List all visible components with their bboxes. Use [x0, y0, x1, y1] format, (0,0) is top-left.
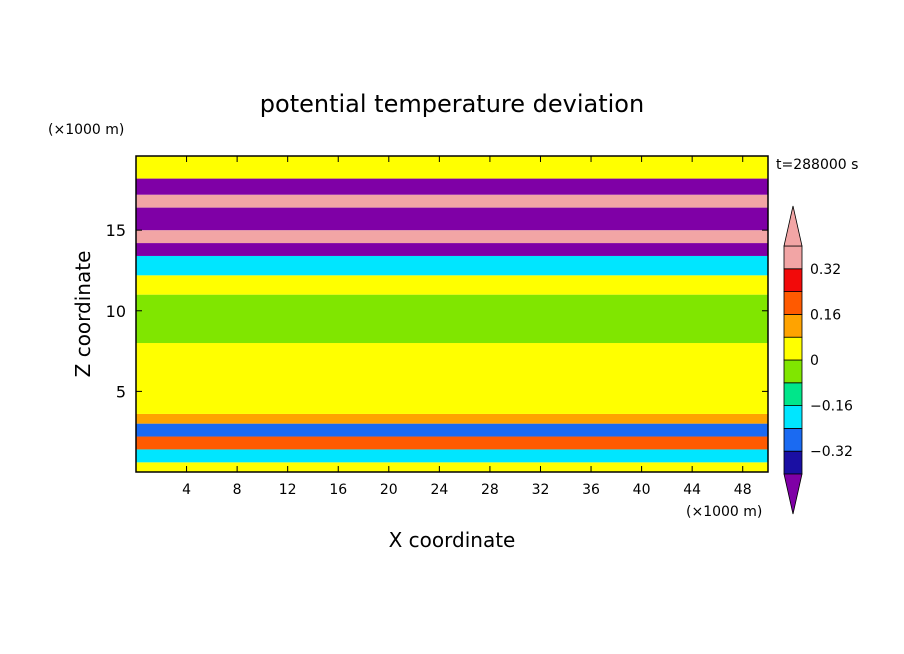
- z-tick-label: 10: [106, 302, 126, 321]
- z-axis-title: Z coordinate: [71, 251, 95, 378]
- heatmap-band-14: [136, 156, 768, 179]
- time-label: t=288000 s: [776, 157, 858, 173]
- x-tick-label: 16: [329, 482, 347, 498]
- x-tick-label: 32: [532, 482, 550, 498]
- colorbar-segment-6: [783, 313, 803, 338]
- heatmap-band-8: [136, 255, 768, 276]
- colorbar-segment-9: [783, 245, 803, 270]
- x-tick-label: 8: [233, 482, 242, 498]
- colorbar-segment-7: [783, 291, 803, 315]
- heatmap-band-9: [136, 243, 768, 256]
- x-tick-label: 4: [182, 482, 191, 498]
- colorbar-segment-3: [783, 382, 803, 406]
- colorbar-tick-label: −0.32: [810, 444, 853, 460]
- plot-frame: [135, 155, 769, 473]
- x-tick-label: 36: [582, 482, 600, 498]
- colorbar-tick-label: 0.16: [810, 307, 841, 323]
- heatmap-band-10: [136, 230, 768, 244]
- colorbar-segment-1: [783, 427, 803, 452]
- plot-area: [136, 156, 768, 472]
- colorbar-segment-5: [783, 336, 803, 361]
- colorbar-tick-label: 0.32: [810, 262, 841, 278]
- x-axis: 4 8 12 16 20 24 28 32 36 40 44 48: [182, 156, 752, 498]
- x-tick-label: 24: [430, 482, 448, 498]
- x-tick-label: 40: [633, 482, 651, 498]
- colorbar-segment-0: [783, 450, 803, 475]
- colorbar: 0.32 0.16 0 −0.16 −0.32: [783, 205, 853, 515]
- x-tick-label: 44: [683, 482, 701, 498]
- z-tick-label: 15: [106, 221, 126, 240]
- x-tick-label: 48: [734, 482, 752, 498]
- heatmap-band-2: [136, 436, 768, 450]
- colorbar-segment-2: [783, 405, 803, 429]
- x-unit-label: (×1000 m): [686, 504, 762, 520]
- heatmap-band-11: [136, 207, 768, 231]
- z-axis: 5 10 15: [106, 221, 768, 401]
- colorbar-segment-4: [783, 359, 803, 384]
- z-tick-label: 5: [116, 382, 126, 401]
- colorbar-tick-label: 0: [810, 353, 819, 369]
- heatmap-band-0: [136, 462, 768, 472]
- heatmap-band-5: [136, 343, 768, 414]
- heatmap-band-7: [136, 275, 768, 295]
- x-axis-title: X coordinate: [389, 528, 516, 552]
- colorbar-cap-top: [783, 205, 803, 247]
- colorbar-segment-8: [783, 268, 803, 292]
- heatmap-band-3: [136, 423, 768, 437]
- heatmap-band-6: [136, 294, 768, 344]
- z-unit-label: (×1000 m): [48, 122, 124, 138]
- x-tick-label: 12: [279, 482, 297, 498]
- x-tick-label: 20: [380, 482, 398, 498]
- colorbar-cap-bottom: [783, 473, 803, 515]
- heatmap-band-4: [136, 413, 768, 424]
- heatmap-band-13: [136, 178, 768, 195]
- heatmap-band-12: [136, 194, 768, 208]
- heatmap-band-1: [136, 449, 768, 463]
- chart-title: potential temperature deviation: [260, 90, 644, 118]
- x-tick-label: 28: [481, 482, 499, 498]
- colorbar-tick-label: −0.16: [810, 399, 853, 415]
